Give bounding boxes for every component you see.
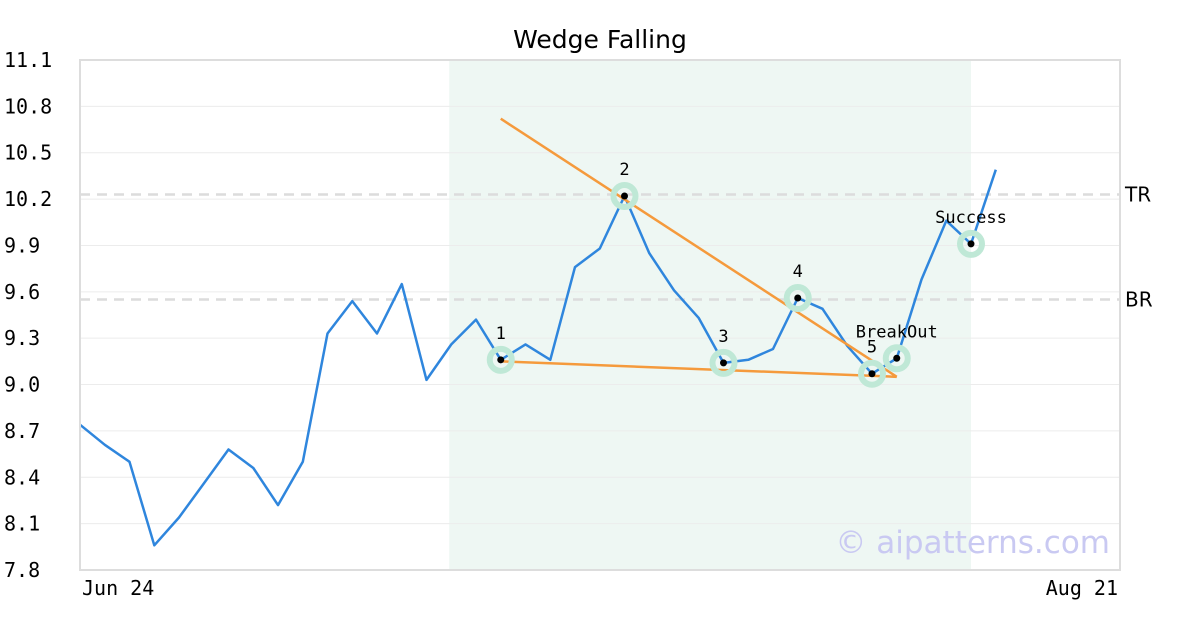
y-tick-label: 7.8 <box>4 558 40 582</box>
pattern-point-marker <box>497 356 505 364</box>
reference-line-label: BR <box>1125 288 1153 312</box>
pattern-point-label: 3 <box>718 327 728 347</box>
pattern-point-marker <box>868 370 876 378</box>
pattern-point-marker <box>621 192 628 200</box>
pattern-point-label: 5 <box>867 338 877 358</box>
pattern-point-halo <box>882 344 911 373</box>
y-tick-label: 8.7 <box>4 419 40 443</box>
pattern-point-label: Success <box>935 208 1007 228</box>
pattern-point-halo <box>486 345 515 374</box>
pattern-region <box>449 60 971 570</box>
y-tick-label: 8.4 <box>4 465 40 489</box>
trend-line-upper <box>500 117 898 378</box>
pattern-point-label: 4 <box>793 262 803 282</box>
pattern-point-marker <box>893 354 901 362</box>
y-tick-label: 11.1 <box>4 48 52 72</box>
y-tick-label: 9.6 <box>4 280 40 304</box>
pattern-point-marker <box>967 240 975 248</box>
price-line <box>79 169 997 547</box>
chart-title: Wedge Falling <box>513 25 687 54</box>
pattern-point-label: 1 <box>496 324 506 344</box>
pattern-point-halo <box>610 182 639 210</box>
pattern-point-marker <box>794 294 802 302</box>
y-tick-label: 8.1 <box>4 512 40 536</box>
y-tick-label: 10.8 <box>4 94 52 118</box>
y-tick-label: 10.2 <box>4 187 52 211</box>
y-tick-label: 9.9 <box>4 233 40 257</box>
reference-line-label: TR <box>1124 182 1151 206</box>
pattern-point-label: BreakOut <box>856 322 938 342</box>
pattern-point-label: 2 <box>619 160 629 180</box>
pattern-point-marker <box>720 359 727 367</box>
y-tick-label: 9.0 <box>4 373 40 397</box>
plot-frame <box>79 59 1121 571</box>
x-tick-label: Jun 24 <box>82 576 154 600</box>
pattern-point-halo <box>957 229 985 258</box>
pattern-point-halo <box>709 348 738 377</box>
pattern-point-halo <box>858 359 886 388</box>
y-tick-label: 10.5 <box>4 141 52 165</box>
pattern-point-halo <box>783 284 812 312</box>
watermark: © aipatterns.com <box>835 525 1110 561</box>
y-tick-label: 9.3 <box>4 326 40 350</box>
trend-line-lower <box>500 360 897 379</box>
x-tick-label: Aug 21 <box>1046 576 1118 600</box>
